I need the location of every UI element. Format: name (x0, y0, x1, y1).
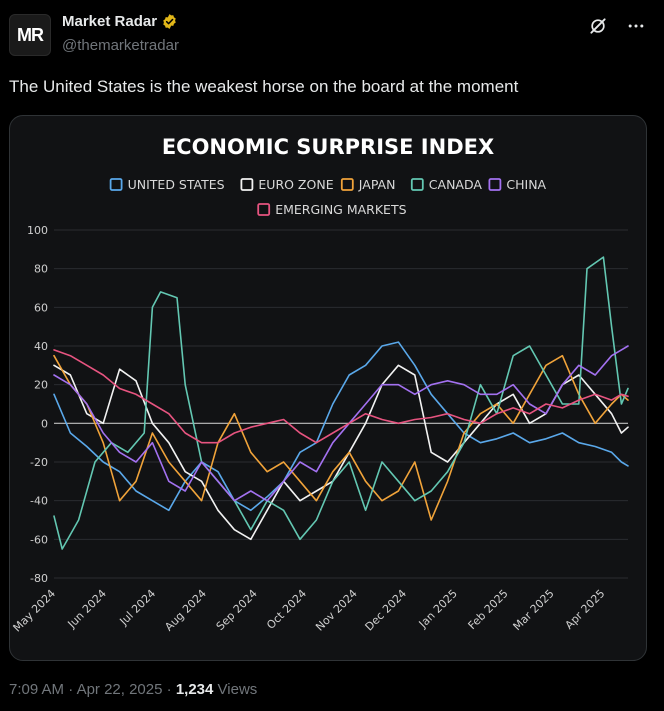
series-line-euro-zone (53, 364, 629, 541)
post-text: The United States is the weakest horse o… (9, 77, 519, 96)
meta-separator: · (166, 681, 172, 698)
post-meta: 7:09 AM · Apr 22, 2025 · 1,234 Views (9, 681, 257, 698)
legend-swatch-united-states (109, 178, 123, 191)
y-tick-label: 80 (34, 263, 48, 276)
verified-badge-icon (163, 14, 176, 29)
legend-swatch-canada (410, 178, 424, 191)
avatar-logo-text: MR (17, 24, 44, 45)
post-date[interactable]: Apr 22, 2025 (76, 681, 163, 698)
y-tick-label: -40 (30, 495, 48, 508)
x-tick-label: Nov 2024 (313, 587, 360, 634)
x-tick-label: Apr 2025 (563, 587, 608, 632)
x-tick-label: Dec 2024 (363, 587, 410, 634)
x-tick-label: Jul 2024 (117, 587, 159, 629)
author-name-row: Market Radar (62, 13, 178, 30)
series-line-united-states (53, 341, 629, 512)
legend-label: EMERGING MARKETS (275, 202, 406, 217)
legend-swatch-emerging-markets (257, 203, 271, 216)
handle[interactable]: @themarketradar (62, 37, 179, 54)
legend-label: CHINA (506, 177, 546, 192)
grok-icon[interactable] (588, 16, 608, 36)
more-icon[interactable] (626, 16, 646, 36)
legend-swatch-euro-zone (240, 178, 254, 191)
x-tick-label: Jan 2025 (416, 587, 460, 631)
legend-label: EURO ZONE (258, 177, 333, 192)
legend-swatch-china (488, 178, 502, 191)
views-label: Views (217, 681, 258, 698)
y-tick-label: 20 (34, 379, 48, 392)
chart-image[interactable]: ECONOMIC SURPRISE INDEX UNITED STATES EURO… (9, 115, 647, 661)
x-tick-label: Sep 2024 (214, 587, 260, 633)
series-line-japan (53, 354, 629, 521)
views-count: 1,234 (175, 681, 214, 698)
x-tick-label: Aug 2024 (162, 587, 209, 634)
display-name[interactable]: Market Radar (62, 13, 158, 30)
x-tick-label: Feb 2025 (466, 587, 511, 632)
x-tick-label: Jun 2024 (65, 587, 109, 631)
series-line-emerging-markets (53, 349, 629, 444)
y-tick-label: 0 (41, 417, 48, 430)
post-actions (588, 16, 646, 36)
y-tick-label: -20 (30, 456, 48, 469)
legend-label: CANADA (429, 177, 483, 192)
avatar[interactable]: MR (9, 14, 51, 56)
y-tick-label: 40 (34, 340, 48, 353)
legend-label: UNITED STATES (128, 177, 225, 192)
legend-swatch-japan (340, 178, 354, 191)
y-tick-label: -60 (30, 533, 48, 546)
series-line-canada (53, 256, 629, 550)
chart-title: ECONOMIC SURPRISE INDEX (162, 135, 494, 159)
y-tick-label: -80 (30, 572, 48, 585)
x-tick-label: May 2024 (11, 587, 59, 635)
post-time[interactable]: 7:09 AM (9, 681, 65, 698)
y-tick-label: 60 (34, 301, 48, 314)
economic-surprise-chart: ECONOMIC SURPRISE INDEX UNITED STATES EURO… (11, 135, 629, 635)
legend-label: JAPAN (358, 177, 396, 192)
y-tick-label: 100 (27, 224, 48, 237)
x-tick-label: Oct 2024 (264, 587, 309, 632)
x-tick-label: Mar 2025 (511, 587, 557, 633)
meta-separator: · (68, 681, 74, 698)
